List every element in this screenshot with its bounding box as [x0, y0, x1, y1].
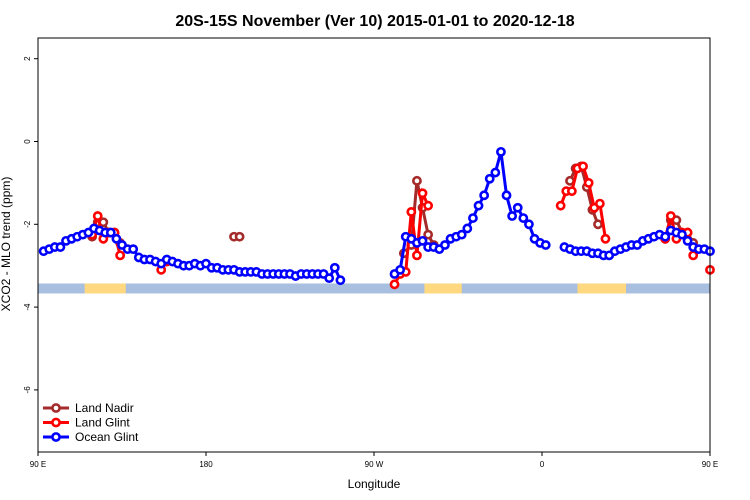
y-tick-label: 2 [23, 56, 32, 61]
legend-label: Land Glint [75, 416, 130, 430]
data-point [92, 211, 103, 221]
surface-band [38, 283, 710, 294]
y-tick-label: -4 [23, 303, 32, 311]
y-tick-label: -6 [23, 386, 32, 394]
data-point [660, 231, 671, 242]
data-point [105, 227, 116, 238]
data-point [512, 202, 523, 213]
data-point [555, 200, 566, 211]
data-point [473, 200, 484, 211]
data-point [406, 206, 417, 217]
surface-band-land-0 [84, 283, 126, 294]
data-point [423, 229, 434, 240]
legend-label: Land Nadir [75, 401, 134, 415]
data-point [665, 211, 676, 221]
data-point [566, 186, 577, 197]
surface-band-land-1 [424, 283, 462, 294]
data-point [324, 273, 335, 284]
data-point [479, 190, 490, 201]
data-point [507, 211, 518, 221]
data-point [583, 177, 594, 188]
data-point [440, 240, 450, 250]
x-tick-label: 90 W [365, 460, 384, 469]
x-axis-label: Longitude [348, 477, 401, 491]
data-point [462, 223, 473, 234]
data-point [115, 250, 126, 261]
data-point [395, 264, 406, 275]
data-point [468, 213, 478, 223]
data-point [329, 262, 340, 273]
surface-band-land-2 [577, 283, 626, 294]
data-point [496, 146, 506, 157]
data-point [417, 235, 428, 246]
data-point [111, 233, 122, 244]
data-point [335, 275, 346, 286]
data-point [593, 219, 603, 230]
data-point [412, 175, 422, 186]
data-point [128, 244, 139, 255]
data-point [682, 235, 693, 246]
series-ocean-glint [38, 146, 715, 286]
legend-marker [51, 403, 61, 413]
data-point [677, 229, 687, 240]
data-point [389, 279, 400, 290]
legend-marker [51, 432, 61, 442]
data-point [490, 167, 501, 178]
surface-band-ocean [38, 283, 710, 294]
y-tick-label: -2 [23, 220, 32, 228]
data-point [484, 173, 495, 184]
x-tick-label: 0 [540, 460, 545, 469]
data-point [423, 200, 434, 211]
data-point [594, 198, 605, 209]
data-point [412, 250, 422, 261]
x-tick-label: 90 E [30, 460, 46, 469]
legend-label: Ocean Glint [75, 430, 139, 444]
x-tick-label: 180 [199, 460, 213, 469]
data-point [456, 229, 467, 240]
legend-marker [51, 417, 61, 428]
x-axis: 90 E 180 90 W 0 90 E [30, 452, 718, 469]
x-tick-label: 90 E [702, 460, 718, 469]
data-point [578, 161, 588, 172]
chart-title: 20S-15S November (Ver 10) 2015-01-01 to … [175, 13, 574, 30]
y-axis: 2 0 -2 -4 -6 [23, 56, 38, 394]
y-tick-label: 0 [23, 139, 32, 144]
data-point [524, 219, 534, 230]
data-point [600, 233, 611, 244]
data-point [518, 213, 529, 223]
data-point [55, 242, 66, 252]
data-point [234, 231, 245, 242]
series-layer [38, 146, 715, 290]
data-point [417, 188, 428, 199]
data-point [540, 240, 551, 250]
y-axis-label: XCO2 - MLO trend (ppm) [0, 177, 13, 312]
data-point [501, 190, 512, 201]
